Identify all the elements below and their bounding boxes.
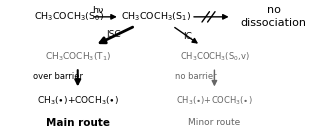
Text: CH$_3$COCH$_3$(S$_0$): CH$_3$COCH$_3$(S$_0$)	[34, 11, 104, 23]
Text: hν: hν	[92, 6, 104, 15]
Text: Minor route: Minor route	[188, 118, 241, 127]
Text: no: no	[267, 5, 280, 15]
Text: CH$_3$COCH$_3$(T$_1$): CH$_3$COCH$_3$(T$_1$)	[45, 51, 111, 63]
Text: Main route: Main route	[46, 118, 110, 128]
Text: no barrier: no barrier	[175, 72, 217, 81]
Text: CH$_3$($\bullet$)+COCH$_3$($\bullet$): CH$_3$($\bullet$)+COCH$_3$($\bullet$)	[176, 95, 253, 107]
Text: dissociation: dissociation	[240, 18, 307, 28]
Text: IC: IC	[184, 32, 192, 41]
Text: ISC: ISC	[106, 30, 121, 39]
Text: CH$_3$($\bullet$)+COCH$_3$($\bullet$): CH$_3$($\bullet$)+COCH$_3$($\bullet$)	[36, 95, 119, 107]
Text: CH$_3$COCH$_3$(S$_1$): CH$_3$COCH$_3$(S$_1$)	[121, 11, 191, 23]
Text: CH$_3$COCH$_3$(S$_0$,v): CH$_3$COCH$_3$(S$_0$,v)	[179, 51, 249, 63]
Text: over barrier: over barrier	[33, 72, 82, 81]
